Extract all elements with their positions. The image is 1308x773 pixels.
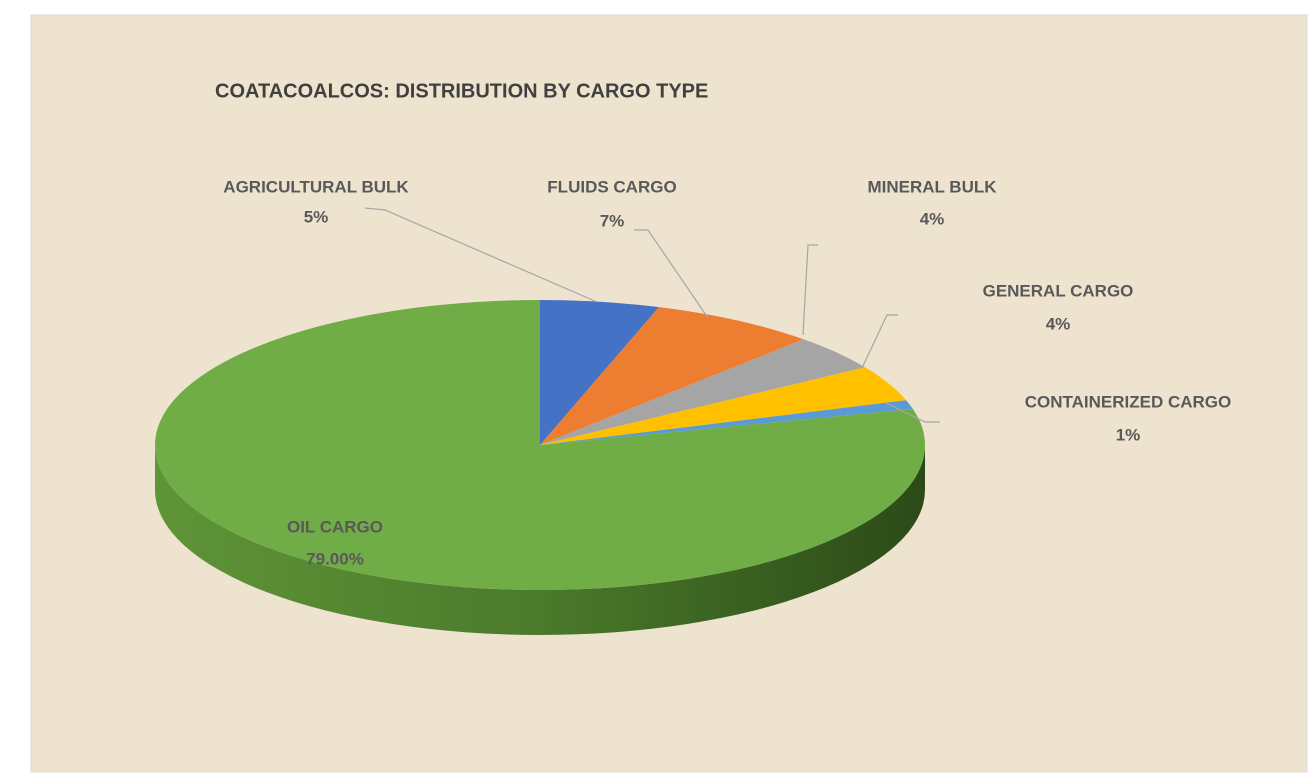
category-label: GENERAL CARGO — [983, 281, 1134, 300]
pie-slice — [540, 367, 907, 445]
pie-slice — [540, 300, 659, 445]
value-label: 1% — [1116, 425, 1141, 444]
pie-side — [155, 445, 925, 635]
category-label: MINERAL BULK — [867, 177, 997, 196]
leader-line — [634, 229, 709, 319]
category-label: OIL CARGO — [287, 517, 383, 536]
leader-line — [885, 402, 940, 423]
category-label: AGRICULTURAL BULK — [223, 177, 409, 196]
value-label: 4% — [1046, 314, 1071, 333]
leader-line — [802, 244, 818, 336]
leader-line — [861, 314, 898, 369]
category-label: CONTAINERIZED CARGO — [1025, 392, 1232, 411]
pie-slice — [540, 307, 804, 445]
value-label: 7% — [600, 211, 625, 230]
leader-line — [364, 207, 598, 303]
pie-slice — [540, 400, 913, 445]
chart-title: COATACOALCOS: DISTRIBUTION BY CARGO TYPE — [215, 80, 708, 102]
category-label: FLUIDS CARGO — [547, 177, 676, 196]
value-label: 4% — [920, 209, 945, 228]
value-label: 79.00% — [306, 549, 364, 568]
pie-slice — [540, 339, 866, 445]
pie-slice — [155, 300, 926, 590]
value-label: 5% — [304, 207, 329, 226]
